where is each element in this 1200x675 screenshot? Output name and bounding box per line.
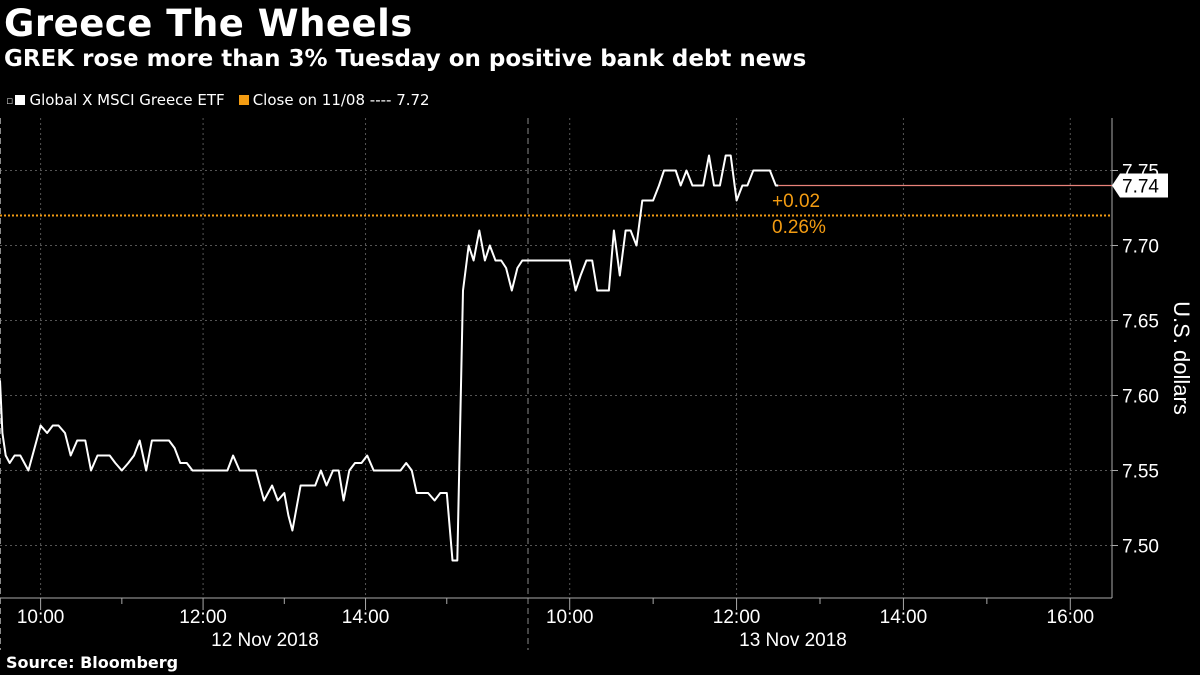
chart-title: Greece The Wheels — [4, 2, 413, 45]
session-date-label: 12 Nov 2018 — [211, 630, 319, 651]
y-tick-label: 7.50 — [1122, 537, 1159, 558]
last-value-badge: 7.74 — [1112, 173, 1168, 198]
x-tick-label: 14:00 — [342, 607, 390, 628]
x-tick-label: 12:00 — [713, 607, 761, 628]
x-tick-label: 10:00 — [17, 607, 65, 628]
legend-swatch-close — [238, 95, 249, 105]
grid — [0, 118, 1112, 598]
change-annotation: +0.02 — [772, 191, 820, 212]
legend-label-etf: Global X MSCI Greece ETF — [29, 91, 225, 109]
percent-change-annotation: 0.26% — [772, 217, 826, 238]
source-note: Source: Bloomberg — [6, 653, 179, 672]
last-value-badge-shape — [1112, 173, 1168, 198]
x-tick-label: 12:00 — [179, 607, 227, 628]
chart-subtitle: GREK rose more than 3% Tuesday on positi… — [4, 46, 807, 72]
last-value-label: 7.74 — [1122, 177, 1159, 198]
legend-marker-icon: ▫ — [6, 93, 14, 107]
series-line-grek — [0, 154, 779, 562]
y-tick-label: 7.55 — [1122, 462, 1159, 483]
y-axis-title: U.S. dollars — [1169, 301, 1194, 415]
x-tick-label: 10:00 — [546, 607, 594, 628]
legend: ▫ Global X MSCI Greece ETF Close on 11/0… — [6, 91, 444, 109]
y-tick-label: 7.70 — [1122, 237, 1159, 258]
axes — [0, 118, 1118, 650]
y-tick-label: 7.60 — [1122, 387, 1159, 408]
legend-label-close: Close on 11/08 ---- 7.72 — [252, 91, 430, 109]
y-tick-label: 7.65 — [1122, 312, 1159, 333]
legend-item-close: Close on 11/08 ---- 7.72 — [238, 91, 430, 109]
legend-swatch-etf — [15, 95, 26, 105]
session-date-label: 13 Nov 2018 — [739, 630, 847, 651]
x-tick-label: 14:00 — [880, 607, 928, 628]
series-layer — [0, 154, 1112, 562]
x-tick-label: 16:00 — [1047, 607, 1095, 628]
legend-item-etf: ▫ Global X MSCI Greece ETF — [6, 91, 225, 109]
